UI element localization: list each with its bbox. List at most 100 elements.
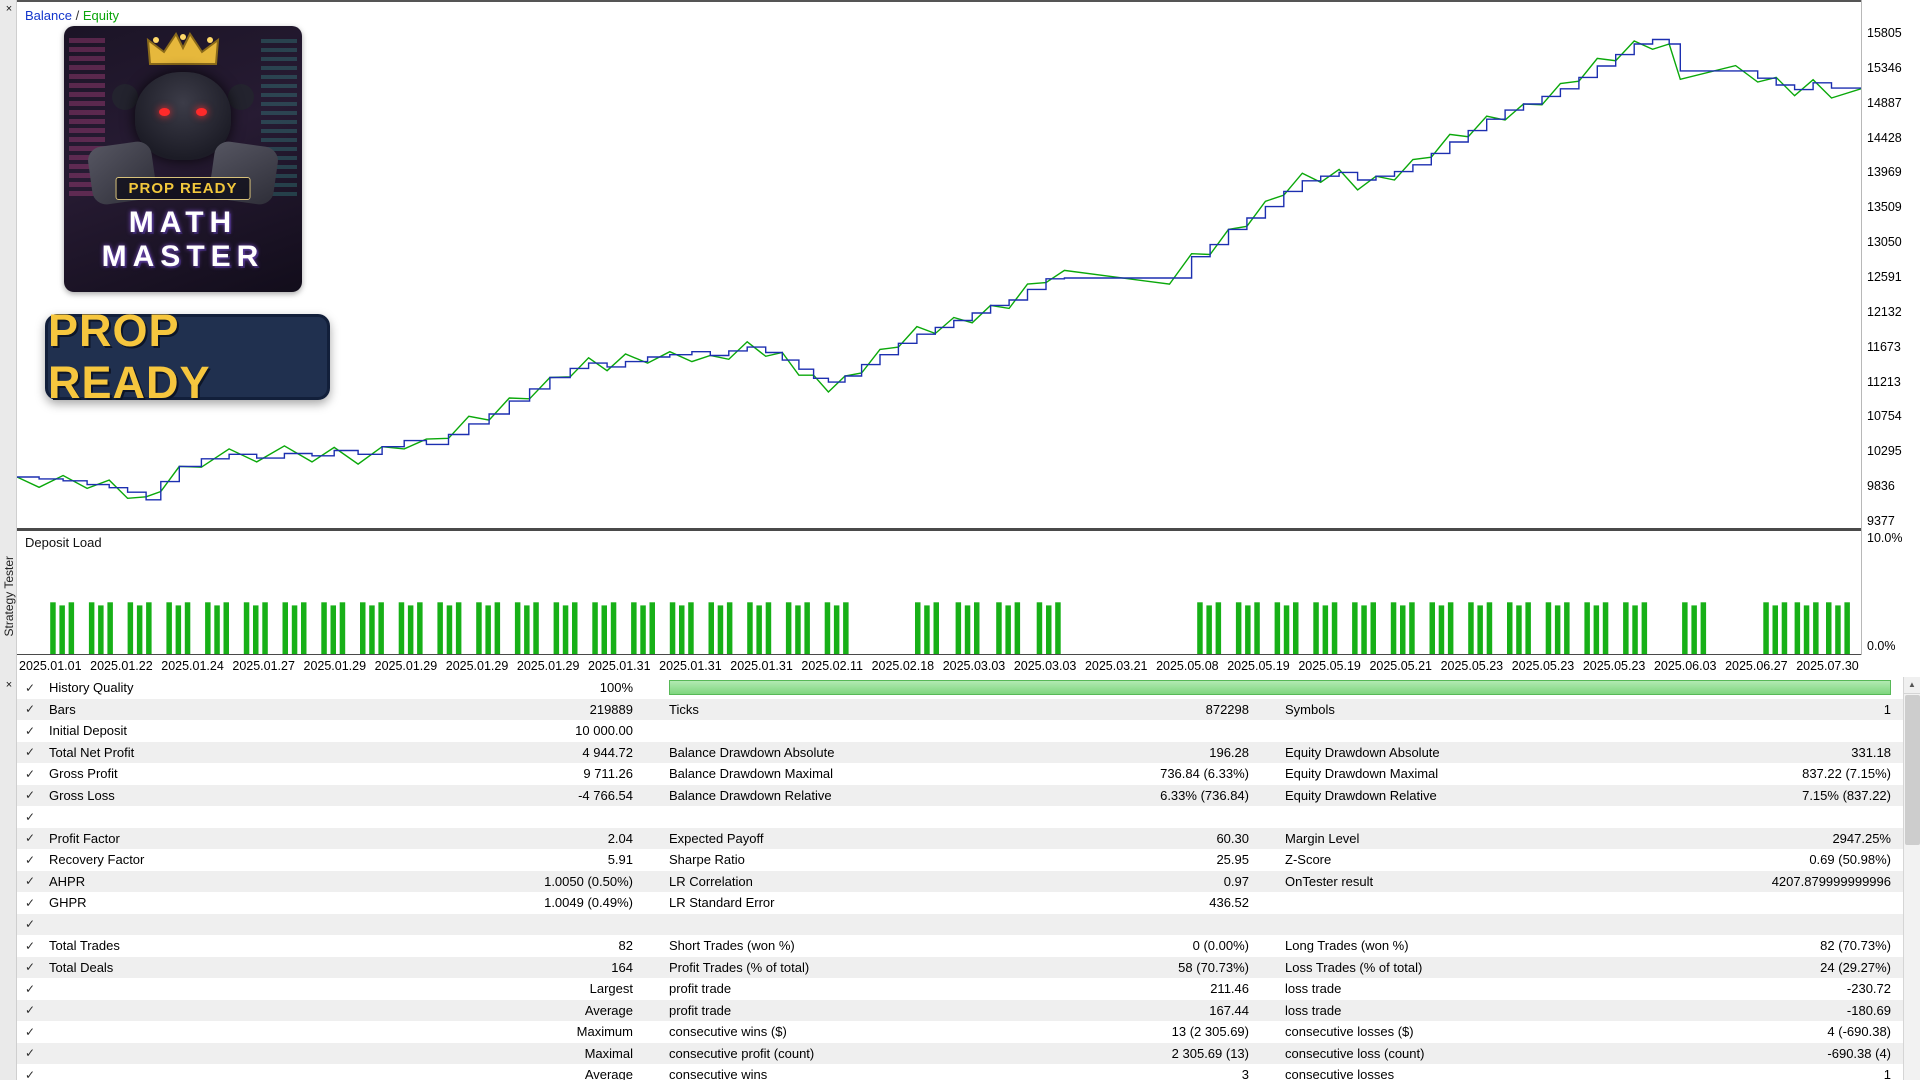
stat-label: Gross Loss	[49, 787, 115, 803]
stat-label: History Quality	[49, 680, 134, 696]
history-quality-bar	[669, 680, 1891, 696]
table-row[interactable]: ✓ Maximal consecutive profit (count) 2 305.…	[17, 1042, 1903, 1064]
date-axis-label: 2025.06.27	[1725, 659, 1788, 673]
check-icon: ✓	[24, 745, 36, 760]
check-icon: ✓	[24, 960, 36, 975]
table-row[interactable]: ✓ Maximum consecutive wins ($) 13 (2 305.69…	[17, 1021, 1903, 1043]
y-axis-label: 14887	[1867, 95, 1902, 110]
deposit-load-panel[interactable]: Deposit Load	[17, 528, 1861, 655]
stat-value: 736.84 (6.33%)	[1160, 766, 1249, 782]
y-axis-label: 13969	[1867, 165, 1902, 180]
table-row[interactable]: ✓ History Quality 100%	[17, 677, 1903, 699]
table-row[interactable]: ✓ Recovery Factor 5.91 Sharpe Ratio 25.95 Z-S…	[17, 849, 1903, 871]
table-row[interactable]: ✓ Total Net Profit 4 944.72 Balance Drawdow…	[17, 741, 1903, 763]
table-row[interactable]: ✓ Total Deals 164 Profit Trades (% of total…	[17, 956, 1903, 978]
table-row[interactable]: ✓ Average consecutive wins 3 consecutive los…	[17, 1064, 1903, 1080]
stat-label: Equity Drawdown Absolute	[1285, 744, 1440, 760]
table-row[interactable]: ✓ Gross Profit 9 711.26 Balance Drawdown Ma…	[17, 763, 1903, 785]
stat-value: 60.30	[1216, 830, 1249, 846]
stat-label: Margin Level	[1285, 830, 1360, 846]
stat-label: Bars	[49, 701, 76, 717]
stat-label: Sharpe Ratio	[669, 852, 745, 868]
stat-value: 436.52	[1209, 895, 1249, 911]
stat-value: 2 305.69 (13)	[1171, 1045, 1249, 1061]
balance-equity-panel[interactable]: Balance / Equity PROP READY MATH	[17, 0, 1861, 528]
stat-label: consecutive losses	[1285, 1067, 1395, 1080]
stat-value: 9 711.26	[583, 766, 633, 782]
stat-value: 167.44	[1209, 1002, 1249, 1018]
crown-icon	[146, 32, 220, 65]
check-icon: ✓	[24, 1067, 36, 1080]
gorilla-art	[228, 84, 254, 110]
y-axis-label: 13050	[1867, 235, 1902, 250]
table-row[interactable]: ✓ Profit Factor 2.04 Expected Payoff 60.30 Ma…	[17, 827, 1903, 849]
table-scrollbar[interactable]: ▲	[1903, 677, 1920, 1080]
check-icon: ✓	[24, 1024, 36, 1039]
table-row[interactable]: ✓ Initial Deposit 10 000.00	[17, 720, 1903, 742]
stat-value: 10 000.00	[575, 723, 633, 739]
chart-legend: Balance / Equity	[25, 8, 119, 23]
y-axis-label: 11213	[1867, 374, 1901, 389]
table-row[interactable]: ✓	[17, 913, 1903, 935]
stat-label: Long Trades (won %)	[1285, 938, 1409, 954]
date-axis-label: 2025.01.29	[374, 659, 438, 673]
y-axis-label: 12132	[1867, 304, 1902, 319]
stat-label: Total Net Profit	[49, 744, 135, 760]
check-icon: ✓	[24, 680, 36, 695]
stat-label: Equity Drawdown Relative	[1285, 787, 1437, 803]
stat-label: Profit Factor	[49, 830, 120, 846]
check-icon: ✓	[24, 1003, 36, 1018]
stat-label: profit trade	[669, 981, 732, 997]
stat-label: GHPR	[49, 895, 87, 911]
date-axis-label: 2025.01.24	[161, 659, 224, 673]
stat-value: Maximal	[584, 1045, 633, 1061]
scrollbar-thumb[interactable]	[1905, 695, 1920, 845]
stat-label: consecutive losses ($)	[1285, 1024, 1414, 1040]
deposit-load-chart	[50, 602, 1850, 654]
legend-equity: Equity	[82, 8, 119, 23]
stat-label: LR Standard Error	[669, 895, 775, 911]
deposit-min-label: 0.0%	[1867, 639, 1896, 653]
table-row[interactable]: ✓ Bars 219889 Ticks 872298 Symbols 1	[17, 698, 1903, 720]
table-row[interactable]: ✓ Total Trades 82 Short Trades (won %) 0 (0.…	[17, 935, 1903, 957]
table-row[interactable]: ✓ AHPR 1.0050 (0.50%) LR Correlation 0.97 OnT…	[17, 870, 1903, 892]
stat-value: 219889	[589, 701, 633, 717]
table-row[interactable]: ✓ Average profit trade 167.44 loss trade -180…	[17, 999, 1903, 1021]
stat-value: 164	[611, 959, 633, 975]
table-row[interactable]: ✓ Gross Loss -4 766.54 Balance Drawdown Rel…	[17, 784, 1903, 806]
check-icon: ✓	[24, 766, 36, 781]
stat-value: 24 (29.27%)	[1820, 959, 1891, 975]
table-row[interactable]: ✓	[17, 806, 1903, 828]
stat-value: 2947.25%	[1832, 830, 1891, 846]
stat-label: Loss Trades (% of total)	[1285, 959, 1423, 975]
date-axis-label: 2025.02.11	[801, 659, 864, 673]
stat-value: 837.22 (7.15%)	[1802, 766, 1891, 782]
check-icon: ✓	[24, 788, 36, 803]
close-icon[interactable]: ×	[5, 3, 13, 15]
y-axis-label: 10754	[1867, 409, 1902, 424]
y-axis-label: 15805	[1867, 26, 1902, 40]
stat-value: 331.18	[1851, 744, 1891, 760]
scroll-up-button[interactable]: ▲	[1904, 677, 1920, 694]
table-row[interactable]: ✓ Largest profit trade 211.46 loss trade -230…	[17, 978, 1903, 1000]
stat-value: 196.28	[1209, 744, 1249, 760]
stat-value: 3	[1241, 1067, 1249, 1080]
backtest-results-table: ✓ History Quality 100% ✓ Bars 219889 Ticks 8722…	[17, 677, 1920, 1080]
stat-value: 82 (70.73%)	[1820, 938, 1891, 954]
date-axis-label: 2025.01.29	[516, 659, 580, 673]
gorilla-art	[135, 72, 231, 160]
check-icon: ✓	[24, 917, 36, 932]
y-axis-label: 15346	[1867, 60, 1902, 75]
stat-label: Total Trades	[49, 938, 120, 954]
table-row[interactable]: ✓ GHPR 1.0049 (0.49%) LR Standard Error 436.…	[17, 892, 1903, 914]
stat-label: Balance Drawdown Maximal	[669, 766, 834, 782]
date-axis-label: 2025.03.03	[942, 659, 1006, 673]
stat-label: Ticks	[669, 701, 699, 717]
stat-label: Profit Trades (% of total)	[669, 959, 810, 975]
close-icon[interactable]: ×	[5, 679, 13, 691]
date-axis-label: 2025.05.23	[1582, 659, 1646, 673]
stat-value: 1	[1883, 1067, 1891, 1080]
date-axis-label: 2025.03.21	[1084, 659, 1148, 673]
date-axis-label: 2025.01.29	[445, 659, 509, 673]
